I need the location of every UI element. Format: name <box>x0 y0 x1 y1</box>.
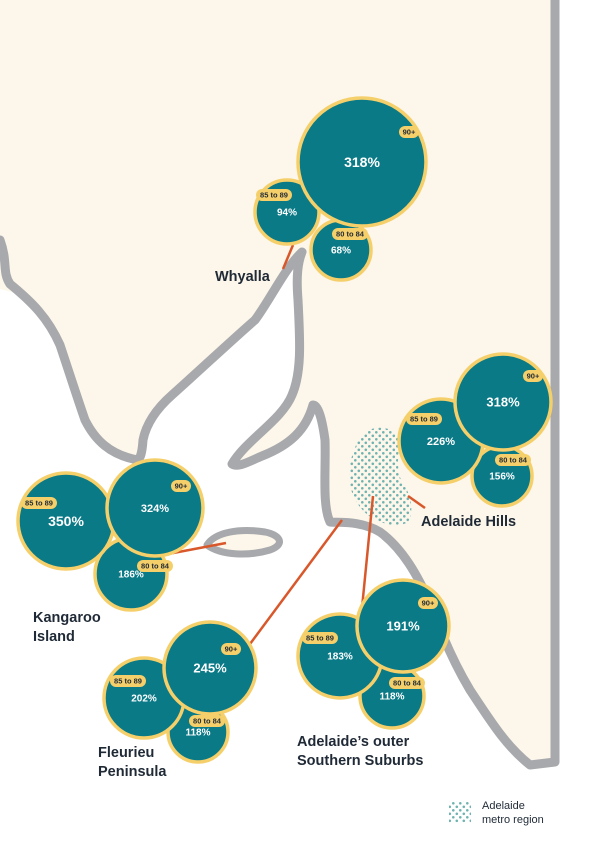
kangaroo-island-age-pill-80-to-84 <box>137 560 173 572</box>
whyalla-bubble-90 <box>296 96 428 228</box>
adelaide-s-outer-southern-suburbs-label-line-2: Southern Suburbs <box>297 753 423 769</box>
whyalla-label-line-1: Whyalla <box>215 269 271 285</box>
coastline <box>0 0 560 770</box>
adelaide-s-outer-southern-suburbs-age-label-85-to-89: 85 to 89 <box>306 634 334 643</box>
adelaide-s-outer-southern-suburbs-label-line-1: Adelaide’s outer <box>297 734 410 750</box>
adelaide-s-outer-southern-suburbs-age-pill-80-to-84 <box>389 677 425 689</box>
kangaroo-island-age-label-85-to-89: 85 to 89 <box>25 499 53 508</box>
adelaide-s-outer-southern-suburbs-bubble-group: 118% 80 to 84 183% 85 to 89 191% 90+ <box>296 578 451 730</box>
adelaide-hills-age-pill-85-to-89 <box>406 413 442 425</box>
kangaroo-island-value-80-to-84: 186% <box>118 570 144 581</box>
adelaide-s-outer-southern-suburbs-value-80-to-84: 118% <box>379 692 404 703</box>
whyalla-age-label-80-to-84: 80 to 84 <box>336 230 365 239</box>
whyalla-age-pill-80-to-84 <box>332 228 368 240</box>
whyalla-value-90: 318% <box>344 154 380 170</box>
kangaroo-island-value-85-to-89: 350% <box>48 513 84 529</box>
fleurieu-peninsula-bubble-group: 118% 80 to 84 202% 85 to 89 245% 90+ <box>102 620 258 764</box>
adelaide-hills-bubble-group: 156% 80 to 84 226% 85 to 89 318% 90+ <box>397 352 553 508</box>
adelaide-hills-value-85-to-89: 226% <box>427 436 455 448</box>
whyalla-bubble-group: 68% 80 to 84 94% 85 to 89 318% 90+ <box>253 96 428 282</box>
kangaroo-island-age-pill-90 <box>171 480 191 492</box>
legend-metro-swatch <box>449 801 471 823</box>
adelaide-s-outer-southern-suburbs-age-pill-90 <box>418 597 438 609</box>
fleurieu-peninsula-label-line-1: Fleurieu <box>98 745 154 761</box>
adelaide-hills-age-pill-80-to-84 <box>495 454 531 466</box>
whyalla-age-pill-85-to-89 <box>256 189 292 201</box>
kangaroo-island-value-90: 324% <box>141 503 169 515</box>
fleurieu-peninsula-age-label-85-to-89: 85 to 89 <box>114 677 142 686</box>
legend-label-line-2: metro region <box>482 814 544 826</box>
adelaide-metro-region <box>349 427 412 526</box>
kangaroo-island-bubble-group: 186%80 to 84 350% 85 to 89 324% 90+ <box>16 458 205 612</box>
connector-lines <box>167 244 426 649</box>
fleurieu-peninsula-label-line-2: Peninsula <box>98 764 167 780</box>
whyalla-age-pill-90 <box>399 126 419 138</box>
bubble-groups: 68% 80 to 84 94% 85 to 89 318% 90+ 156% 80 to 8… <box>16 96 553 764</box>
fleurieu-peninsula-value-85-to-89: 202% <box>131 694 157 705</box>
whyalla-value-85-to-89: 94% <box>277 208 297 219</box>
legend: Adelaide metro region <box>449 800 544 826</box>
whyalla-age-label-85-to-89: 85 to 89 <box>260 191 288 200</box>
adelaide-s-outer-southern-suburbs-age-pill-85-to-89 <box>302 632 338 644</box>
adelaide-hills-label-line-1: Adelaide Hills <box>421 514 516 530</box>
kangaroo-island-label-line-2: Island <box>33 629 75 645</box>
kangaroo-island-label-line-1: Kangaroo <box>33 610 101 626</box>
adelaide-hills-connector <box>407 494 426 510</box>
adelaide-hills-value-90: 318% <box>486 395 520 410</box>
adelaide-s-outer-southern-suburbs-age-label-90: 90+ <box>422 599 435 608</box>
adelaide-s-outer-southern-suburbs-value-85-to-89: 183% <box>327 652 353 663</box>
adelaide-hills-age-pill-90 <box>523 370 543 382</box>
whyalla-value-80-to-84: 68% <box>331 246 351 257</box>
fleurieu-peninsula-age-pill-85-to-89 <box>110 675 146 687</box>
fleurieu-peninsula-value-90: 245% <box>193 661 227 676</box>
fleurieu-peninsula-age-label-80-to-84: 80 to 84 <box>193 717 222 726</box>
adelaide-hills-value-80-to-84: 156% <box>489 472 515 483</box>
legend-label-line-1: Adelaide <box>482 800 525 812</box>
fleurieu-peninsula-age-pill-80-to-84 <box>189 715 225 727</box>
whyalla-age-label-90: 90+ <box>403 128 416 137</box>
region-labels: Whyalla Adelaide Hills Kangaroo Island Fleur… <box>33 269 516 780</box>
adelaide-hills-age-label-80-to-84: 80 to 84 <box>499 456 528 465</box>
kangaroo-island-age-label-90: 90+ <box>175 482 188 491</box>
adelaide-s-outer-southern-suburbs-age-label-80-to-84: 80 to 84 <box>393 679 422 688</box>
adelaide-s-outer-southern-suburbs-connector <box>360 495 375 609</box>
fleurieu-peninsula-age-label-90: 90+ <box>225 645 238 654</box>
adelaide-hills-age-label-90: 90+ <box>527 372 540 381</box>
adelaide-hills-age-label-85-to-89: 85 to 89 <box>410 415 438 424</box>
fleurieu-peninsula-value-80-to-84: 118% <box>185 728 210 739</box>
fleurieu-peninsula-age-pill-90 <box>221 643 241 655</box>
whyalla-connector <box>281 244 295 270</box>
adelaide-s-outer-southern-suburbs-value-90: 191% <box>386 619 420 634</box>
kangaroo-island-age-label-80-to-84: 80 to 84 <box>141 562 170 571</box>
fleurieu-peninsula-connector <box>245 519 344 649</box>
kangaroo-island-age-pill-85-to-89 <box>21 497 57 509</box>
kangaroo-island-shape <box>203 527 283 558</box>
